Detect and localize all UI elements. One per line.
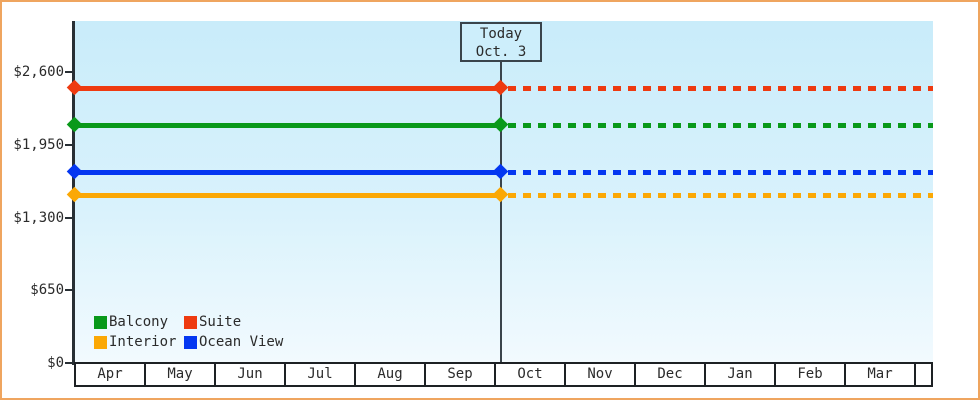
today-vertical-line [500,60,502,363]
legend-label: Balcony [109,314,169,330]
legend-label: Ocean View [199,334,284,350]
month-cell-feb: Feb [776,364,846,385]
legend: Balcony Suite Interior Ocean View [94,312,283,352]
series-line-solid-ocean-view [75,170,501,175]
legend-item-interior: Interior [94,332,184,352]
today-date-label: Oct. 3 [475,44,527,60]
y-tick-mark [65,216,73,219]
today-label: Today [479,26,523,42]
series-line-dotted-suite [508,86,933,91]
y-tick-label: $650 [30,282,64,299]
legend-swatch-icon [184,335,197,349]
month-cell-jun: Jun [216,364,286,385]
y-tick-mark [65,71,73,73]
month-cell-mar: Mar [846,364,916,385]
legend-swatch-icon [94,315,107,329]
month-cell-apr: Apr [76,364,146,385]
legend-swatch-icon [184,315,197,329]
legend-item-suite: Suite [184,312,283,332]
y-tick-label: $0 [47,355,64,371]
legend-label: Interior [109,334,177,350]
series-line-dotted-ocean-view [508,170,933,175]
series-line-solid-interior [75,193,501,198]
y-tick-label: $1,950 [13,136,64,153]
series-line-solid-balcony [75,123,501,128]
month-cell-may: May [146,364,216,385]
month-cell-dec: Dec [636,364,706,385]
month-cell-nov: Nov [566,364,636,385]
today-label-box: Today Oct. 3 [460,22,542,62]
legend-swatch-icon [94,335,107,349]
y-tick-mark [65,362,73,364]
y-tick-label: $1,300 [13,209,64,226]
y-tick-label: $2,600 [13,64,64,80]
month-cell-aug: Aug [356,364,426,385]
legend-item-ocean-view: Ocean View [184,332,283,352]
legend-item-balcony: Balcony [94,312,184,332]
y-tick-mark [65,143,73,146]
y-tick-mark [65,289,73,292]
month-cell-jul: Jul [286,364,356,385]
series-line-dotted-balcony [508,123,933,128]
month-cell-sep: Sep [426,364,496,385]
month-axis: Apr May Jun Jul Aug Sep Oct Nov Dec Jan Feb Mar [74,362,933,387]
series-line-dotted-interior [508,193,933,198]
month-cell-jan: Jan [706,364,776,385]
series-line-solid-suite [75,86,501,91]
legend-label: Suite [199,314,242,330]
month-cell-oct: Oct [496,364,566,385]
month-cell-empty [916,364,931,385]
